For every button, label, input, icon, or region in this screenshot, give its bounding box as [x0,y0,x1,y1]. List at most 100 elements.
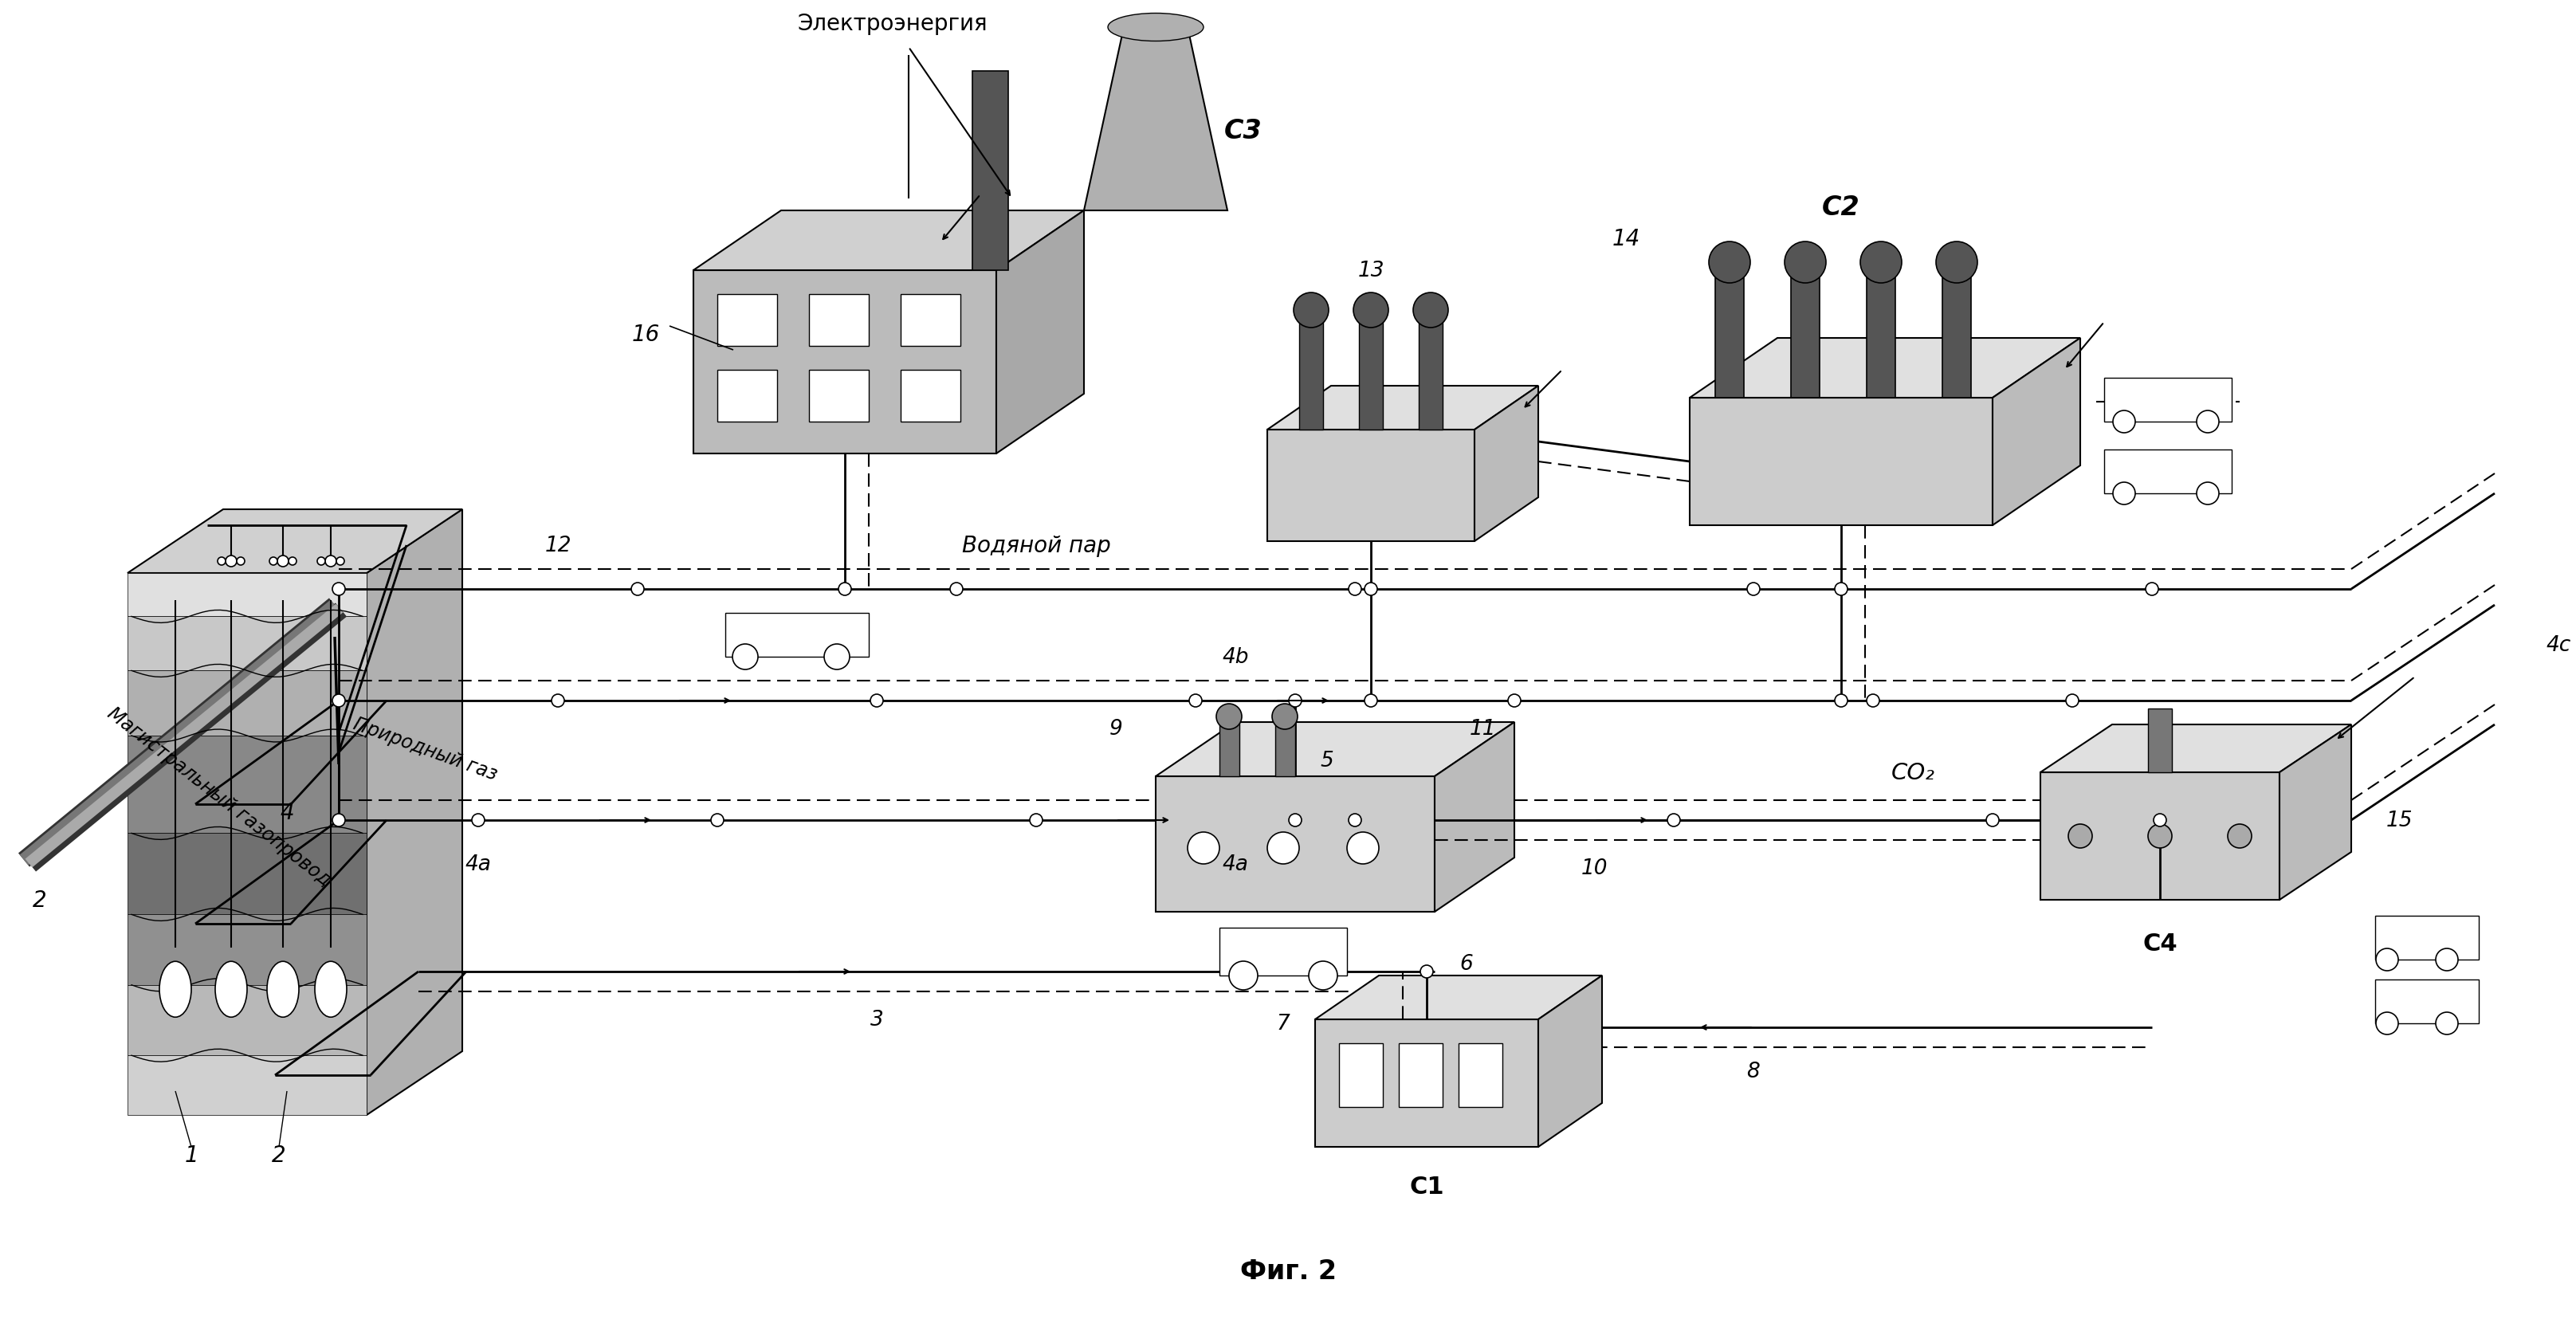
Circle shape [1708,243,1749,284]
Text: 4c: 4c [2545,634,2571,656]
Polygon shape [1473,386,1538,542]
Text: 16: 16 [631,323,659,346]
Bar [2105,450,2231,493]
Circle shape [2112,412,2136,434]
Polygon shape [693,270,997,454]
Circle shape [332,583,345,596]
Circle shape [1834,695,1847,707]
Circle shape [337,558,345,566]
Polygon shape [997,211,1084,454]
Circle shape [2069,824,2092,848]
Circle shape [1293,293,1329,328]
Text: 6: 6 [1461,954,1473,975]
Text: 4a: 4a [466,853,492,874]
Circle shape [332,814,345,827]
Circle shape [1785,243,1826,284]
Circle shape [1834,583,1847,596]
Bar [129,914,366,985]
Circle shape [1352,293,1388,328]
Polygon shape [1690,398,1994,526]
Circle shape [471,814,484,827]
Text: 12: 12 [544,536,572,555]
Circle shape [2375,948,2398,971]
Bar [1790,262,1819,398]
Text: 8: 8 [1747,1060,1759,1082]
Text: Электроэнергия: Электроэнергия [799,13,987,36]
Text: Природный газ: Природный газ [350,714,500,783]
Text: 2: 2 [273,1144,286,1166]
Polygon shape [2040,725,2352,773]
Bar [716,371,778,422]
Circle shape [237,558,245,566]
Text: Фиг. 2: Фиг. 2 [1239,1258,1337,1285]
Circle shape [1667,814,1680,827]
Bar [129,671,366,736]
Bar [971,71,1007,270]
Bar [902,294,961,347]
Text: 4b: 4b [1221,646,1249,667]
Ellipse shape [268,962,299,1017]
Polygon shape [1316,1020,1538,1148]
Text: 3: 3 [871,1009,884,1030]
Circle shape [1030,814,1043,827]
Ellipse shape [160,962,191,1017]
Polygon shape [2280,725,2352,900]
Text: 2: 2 [33,889,46,911]
Circle shape [2154,814,2166,827]
Circle shape [2066,695,2079,707]
Text: C4: C4 [2143,933,2177,955]
Bar [2375,915,2478,960]
Circle shape [1288,695,1301,707]
Polygon shape [693,211,1084,270]
Circle shape [871,695,884,707]
Bar [1298,311,1324,430]
Text: 9: 9 [1110,719,1123,739]
Circle shape [951,583,963,596]
Text: C2: C2 [1821,194,1860,220]
Circle shape [2112,483,2136,505]
Bar [2375,980,2478,1024]
Circle shape [325,555,337,567]
Bar [1942,262,1971,398]
Circle shape [631,583,644,596]
Circle shape [1267,832,1298,864]
Circle shape [1350,583,1360,596]
Bar [809,294,868,347]
Circle shape [1350,814,1360,827]
Polygon shape [2040,773,2280,900]
Circle shape [289,558,296,566]
Bar [1340,1043,1383,1107]
Text: C1: C1 [1409,1175,1445,1199]
Circle shape [317,558,325,566]
Circle shape [2375,1013,2398,1034]
Circle shape [216,558,227,566]
Circle shape [1309,962,1337,991]
Ellipse shape [1108,15,1203,42]
Text: 11: 11 [1468,719,1497,739]
Ellipse shape [216,962,247,1017]
Text: Водяной пар: Водяной пар [961,534,1110,557]
Bar [1360,311,1383,430]
Circle shape [1860,243,1901,284]
Circle shape [227,555,237,567]
Bar [809,371,868,422]
Text: 5: 5 [1321,751,1334,772]
Bar [2148,708,2172,773]
Circle shape [2197,483,2218,505]
Bar [129,574,366,617]
Circle shape [1419,966,1432,979]
Polygon shape [1267,386,1538,430]
Circle shape [1868,695,1880,707]
Circle shape [551,695,564,707]
Circle shape [1216,704,1242,729]
Bar [129,1055,366,1115]
Text: 15: 15 [2385,810,2411,831]
Bar [129,736,366,834]
Bar [1218,720,1239,777]
Circle shape [1507,695,1520,707]
Bar [716,294,778,347]
Polygon shape [129,509,461,574]
Circle shape [332,695,345,707]
Circle shape [1188,832,1218,864]
Text: 7: 7 [1278,1013,1291,1034]
